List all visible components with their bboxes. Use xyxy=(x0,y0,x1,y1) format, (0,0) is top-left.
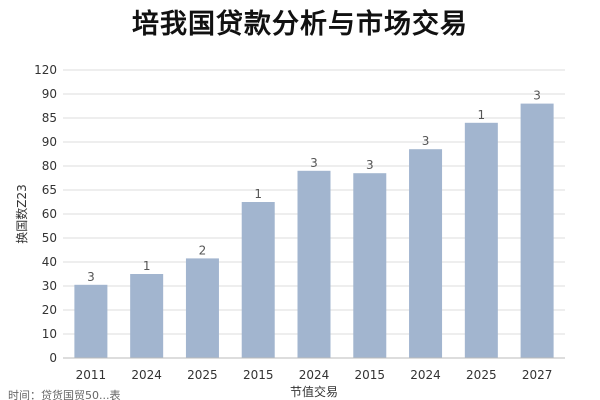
bottom-note: 时间：贷货国贸50...表 xyxy=(8,388,121,400)
x-tick-label: 2015 xyxy=(243,368,274,382)
y-tick-label: 85 xyxy=(42,111,57,125)
y-tick-label: 90 xyxy=(42,87,57,101)
bar-data-label: 1 xyxy=(254,187,262,201)
bar-data-label: 3 xyxy=(310,156,318,170)
y-tick-label: 60 xyxy=(42,207,57,221)
bar-data-label: 2 xyxy=(199,243,207,257)
bar-data-label: 3 xyxy=(422,134,430,148)
x-tick-label: 2027 xyxy=(522,368,553,382)
bar-data-label: 3 xyxy=(366,158,374,172)
bar xyxy=(185,258,219,358)
x-axis-ticks: 2011 2024 2025 2015 2024 2015 2024 2025 2027 xyxy=(76,368,553,382)
x-tick-label: 2024 xyxy=(410,368,441,382)
bar xyxy=(353,173,387,358)
bar xyxy=(409,149,443,358)
data-labels: 3 1 2 1 3 3 3 1 3 xyxy=(87,89,541,284)
y-axis-ticks: 0 10 20 30 40 50 60 65 80 90 85 90 120 xyxy=(34,63,57,365)
x-tick-label: 2025 xyxy=(466,368,497,382)
bar-data-label: 3 xyxy=(533,89,541,103)
y-tick-label: 40 xyxy=(42,255,57,269)
bars xyxy=(74,103,554,358)
y-tick-label: 90 xyxy=(42,135,57,149)
x-tick-label: 2024 xyxy=(131,368,162,382)
bar xyxy=(297,170,331,358)
bar xyxy=(74,284,108,358)
y-axis-title: 换国数Z23 xyxy=(14,184,29,244)
y-tick-label: 65 xyxy=(42,183,57,197)
bar-data-label: 3 xyxy=(87,270,95,284)
y-tick-label: 20 xyxy=(42,303,57,317)
bar xyxy=(130,274,164,358)
bar xyxy=(241,202,275,358)
chart-title: 培我国贷款分析与市场交易 xyxy=(132,9,468,40)
bar xyxy=(520,103,554,358)
bar xyxy=(464,122,498,358)
x-tick-label: 2011 xyxy=(76,368,107,382)
x-tick-label: 2025 xyxy=(187,368,218,382)
x-tick-label: 2015 xyxy=(355,368,386,382)
y-tick-label: 80 xyxy=(42,159,57,173)
x-tick-label: 2024 xyxy=(299,368,330,382)
y-tick-label: 50 xyxy=(42,231,57,245)
y-tick-label: 120 xyxy=(34,63,57,77)
bar-data-label: 1 xyxy=(143,259,151,273)
y-tick-label: 30 xyxy=(42,279,57,293)
y-tick-label: 0 xyxy=(49,351,57,365)
x-axis-title: 节值交易 xyxy=(290,384,338,399)
y-tick-label: 10 xyxy=(42,327,57,341)
bar-data-label: 1 xyxy=(478,108,486,122)
